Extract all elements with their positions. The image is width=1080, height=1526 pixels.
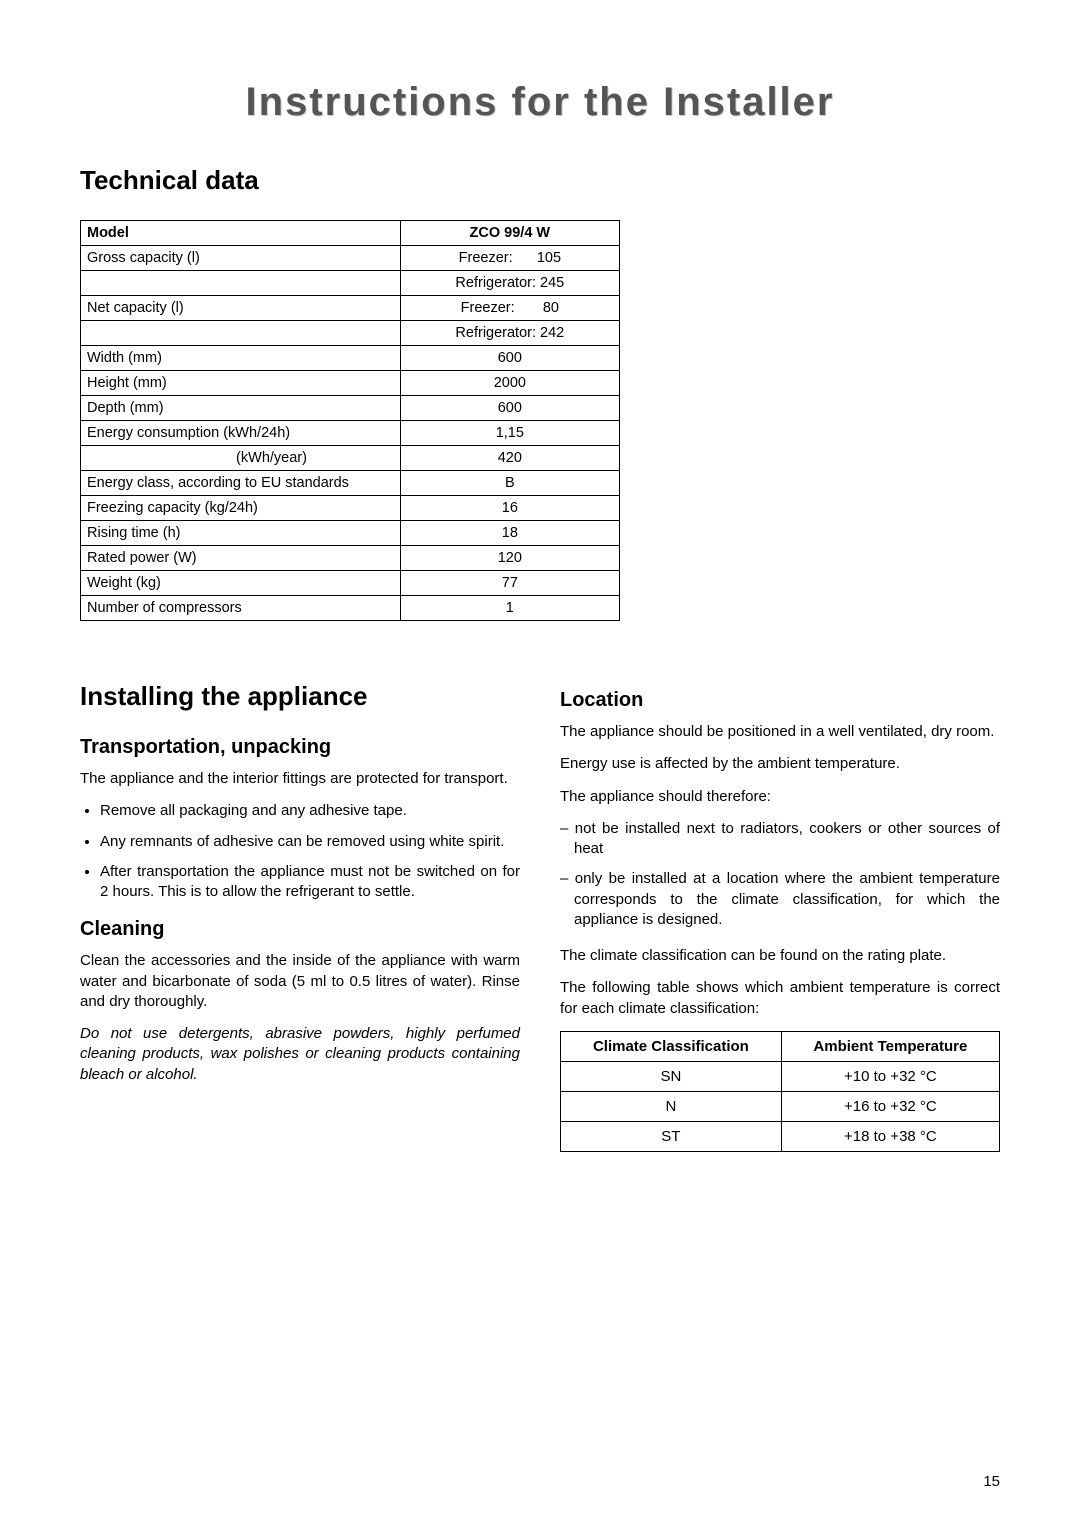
page-title: Instructions for the Installer [80,80,1000,125]
table-cell-label: Gross capacity (l) [81,246,401,271]
table-cell: SN [561,1061,782,1091]
table-row: Energy consumption (kWh/24h)1,15 [81,421,620,446]
table-row: Weight (kg)77 [81,571,620,596]
table-cell: N [561,1091,782,1121]
transport-text: The appliance and the interior fittings … [80,769,520,789]
table-row: SN+10 to +32 °C [561,1061,1000,1091]
table-cell-value: 600 [400,396,619,421]
table-cell-value: 18 [400,521,619,546]
table-cell: +16 to +32 °C [781,1091,999,1121]
table-cell-value: 16 [400,496,619,521]
table-header-label: Model [81,221,401,246]
location-text-4: The climate classification can be found … [560,946,1000,966]
table-cell-label [81,271,401,296]
installing-heading: Installing the appliance [80,681,520,712]
table-cell-label: Rising time (h) [81,521,401,546]
location-text-5: The following table shows which ambient … [560,978,1000,1019]
table-cell-label: Number of compressors [81,596,401,621]
table-cell-label: Width (mm) [81,346,401,371]
table-row: Height (mm)2000 [81,371,620,396]
table-row: Refrigerator: 242 [81,321,620,346]
table-cell-label: Energy consumption (kWh/24h) [81,421,401,446]
table-cell-label: Energy class, according to EU standards [81,471,401,496]
climate-table: Climate Classification Ambient Temperatu… [560,1031,1000,1152]
table-cell-value: 1 [400,596,619,621]
location-bullets: not be installed next to radiators, cook… [560,819,1000,930]
table-cell-value: 2000 [400,371,619,396]
table-row: (kWh/year)420 [81,446,620,471]
table-row: N+16 to +32 °C [561,1091,1000,1121]
table-header-value: ZCO 99/4 W [400,221,619,246]
climate-header-2: Ambient Temperature [781,1031,999,1061]
table-cell: +18 to +38 °C [781,1121,999,1151]
table-cell-value: 77 [400,571,619,596]
table-cell-label: Net capacity (l) [81,296,401,321]
table-row: Freezing capacity (kg/24h)16 [81,496,620,521]
table-row: Number of compressors1 [81,596,620,621]
table-cell: +10 to +32 °C [781,1061,999,1091]
list-item: After transportation the appliance must … [100,862,520,903]
table-row: Rising time (h)18 [81,521,620,546]
cleaning-heading: Cleaning [80,918,520,941]
table-cell-value: B [400,471,619,496]
technical-data-heading: Technical data [80,165,1000,196]
location-text-2: Energy use is affected by the ambient te… [560,754,1000,774]
table-row: Refrigerator: 245 [81,271,620,296]
list-item: only be installed at a location where th… [560,869,1000,930]
table-row: ST+18 to +38 °C [561,1121,1000,1151]
table-row: Energy class, according to EU standardsB [81,471,620,496]
table-cell-value: Freezer: 105 [400,246,619,271]
transport-heading: Transportation, unpacking [80,736,520,759]
table-cell-value: Refrigerator: 245 [400,271,619,296]
table-row: Rated power (W)120 [81,546,620,571]
right-column: Location The appliance should be positio… [560,681,1000,1152]
table-cell-label: Freezing capacity (kg/24h) [81,496,401,521]
table-cell-value: 600 [400,346,619,371]
technical-data-table: Model ZCO 99/4 W Gross capacity (l)Freez… [80,220,620,621]
table-row: Net capacity (l)Freezer: 80 [81,296,620,321]
table-row: Depth (mm)600 [81,396,620,421]
table-cell-label: Rated power (W) [81,546,401,571]
table-cell-value: 120 [400,546,619,571]
table-cell-label: (kWh/year) [81,446,401,471]
left-column: Installing the appliance Transportation,… [80,681,520,1152]
table-cell-value: 1,15 [400,421,619,446]
climate-header-1: Climate Classification [561,1031,782,1061]
location-heading: Location [560,689,1000,712]
page-number: 15 [983,1473,1000,1490]
table-cell-label: Depth (mm) [81,396,401,421]
list-item: not be installed next to radiators, cook… [560,819,1000,860]
table-cell-label: Height (mm) [81,371,401,396]
table-row: Gross capacity (l)Freezer: 105 [81,246,620,271]
table-cell-value: Freezer: 80 [400,296,619,321]
transport-bullets: Remove all packaging and any adhesive ta… [80,801,520,902]
cleaning-text-2: Do not use detergents, abrasive powders,… [80,1024,520,1085]
table-cell: ST [561,1121,782,1151]
location-text-3: The appliance should therefore: [560,787,1000,807]
table-cell-label [81,321,401,346]
table-row: Width (mm)600 [81,346,620,371]
list-item: Any remnants of adhesive can be removed … [100,832,520,852]
location-text-1: The appliance should be positioned in a … [560,722,1000,742]
table-cell-value: 420 [400,446,619,471]
cleaning-text-1: Clean the accessories and the inside of … [80,951,520,1012]
table-cell-value: Refrigerator: 242 [400,321,619,346]
table-cell-label: Weight (kg) [81,571,401,596]
list-item: Remove all packaging and any adhesive ta… [100,801,520,821]
